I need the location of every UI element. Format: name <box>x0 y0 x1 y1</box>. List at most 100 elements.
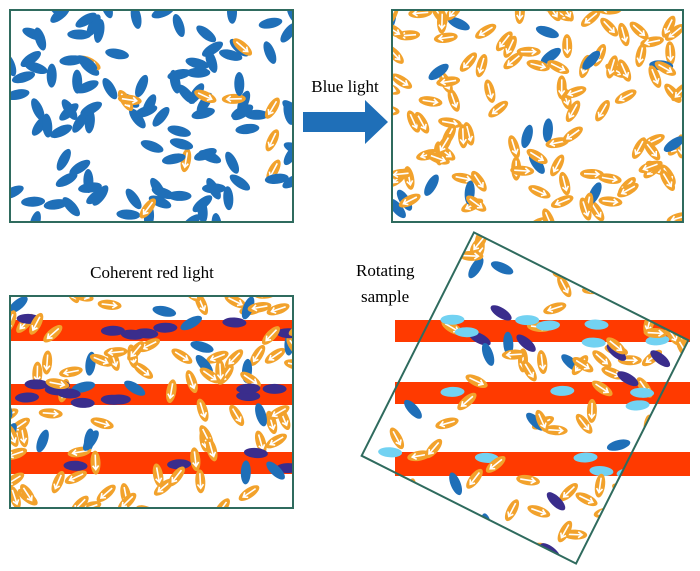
molecule <box>608 536 633 558</box>
molecule-arrow <box>693 438 700 454</box>
molecule <box>132 73 151 99</box>
molecule-body <box>606 437 632 453</box>
molecule <box>369 484 393 508</box>
molecule-body <box>626 287 646 313</box>
molecule <box>283 357 309 372</box>
molecule <box>189 339 215 355</box>
molecule <box>41 350 53 375</box>
molecule-body <box>222 150 242 176</box>
molecule-arrow <box>629 506 637 522</box>
molecule <box>383 42 407 66</box>
molecule-body <box>369 527 395 547</box>
molecule-body <box>651 232 675 256</box>
molecule <box>0 183 26 202</box>
molecule <box>665 210 691 227</box>
molecule <box>374 220 400 240</box>
label-coherent-red-light: Coherent red light <box>90 263 214 282</box>
molecule-body <box>651 262 669 288</box>
molecule-body <box>588 545 614 563</box>
molecule-body <box>235 123 260 136</box>
arrow <box>303 100 388 144</box>
molecule-body <box>625 556 649 571</box>
molecule <box>627 502 640 527</box>
molecule <box>625 272 640 298</box>
molecule <box>497 557 517 571</box>
molecule-body <box>123 186 145 211</box>
molecule-body <box>414 501 439 523</box>
molecule <box>381 500 405 524</box>
molecule-body <box>253 288 278 300</box>
molecule-arrow <box>587 285 603 293</box>
molecule-arrow <box>386 505 401 520</box>
molecule-arrow <box>372 354 388 362</box>
molecule-arrow <box>440 244 456 258</box>
molecule-body <box>583 231 605 256</box>
molecule-body <box>515 315 539 325</box>
molecule <box>436 240 461 262</box>
molecule <box>408 7 433 19</box>
molecule-body <box>608 536 633 558</box>
molecule <box>72 70 82 94</box>
molecule <box>645 539 670 550</box>
particles-initial <box>0 0 308 237</box>
molecule-arrow <box>655 267 666 283</box>
molecule <box>549 192 575 210</box>
molecule-body <box>381 500 405 524</box>
molecule <box>542 300 568 317</box>
molecule <box>598 195 623 207</box>
molecule-body <box>450 551 476 571</box>
molecule <box>170 13 187 39</box>
molecule-arrow <box>380 320 395 326</box>
molecule-body <box>369 484 393 508</box>
diagram: Blue light Coherent red light Rotating s… <box>0 0 700 571</box>
molecule-body <box>367 352 392 366</box>
molecule <box>514 0 525 24</box>
molecule <box>345 542 371 557</box>
molecule <box>593 473 606 498</box>
molecule <box>668 246 694 265</box>
molecule-body <box>625 272 640 298</box>
molecule-body <box>680 296 700 317</box>
molecule-body <box>62 280 83 306</box>
molecule <box>418 95 443 108</box>
molecule <box>222 346 246 370</box>
molecule-arrow <box>628 276 637 292</box>
molecule-body <box>167 191 191 201</box>
molecule <box>89 415 115 431</box>
molecule <box>210 213 222 238</box>
molecule-body <box>392 495 415 520</box>
molecule-arrow <box>425 274 441 287</box>
molecule <box>680 296 700 317</box>
molecule <box>592 98 613 124</box>
molecule <box>482 78 497 104</box>
molecule-body <box>134 503 160 521</box>
molecule <box>97 298 122 311</box>
molecule <box>380 493 405 506</box>
molecule <box>47 64 57 88</box>
molecule <box>262 345 287 367</box>
molecule <box>131 359 156 382</box>
molecule-arrow <box>436 231 448 247</box>
molecule <box>432 226 452 252</box>
molecule <box>414 501 439 523</box>
molecule <box>542 118 554 143</box>
molecule-body <box>690 434 700 459</box>
molecule-body <box>374 220 400 240</box>
molecule <box>346 465 367 491</box>
molecule-arrow <box>379 224 395 236</box>
molecule-arrow <box>381 311 397 322</box>
molecule <box>519 123 535 149</box>
molecule <box>502 497 522 523</box>
molecule <box>625 556 649 571</box>
molecule <box>351 517 376 539</box>
molecule <box>34 428 52 454</box>
molecule-arrow <box>387 478 395 494</box>
molecule-body <box>543 225 569 244</box>
molecule <box>597 15 621 39</box>
molecule <box>562 34 573 58</box>
molecule-body <box>534 23 560 40</box>
molecule-arrow <box>485 526 499 541</box>
page: {"labels": {"blue_light": "Blue light", … <box>0 0 700 571</box>
molecule <box>234 72 244 96</box>
molecule-arrow <box>385 495 401 503</box>
